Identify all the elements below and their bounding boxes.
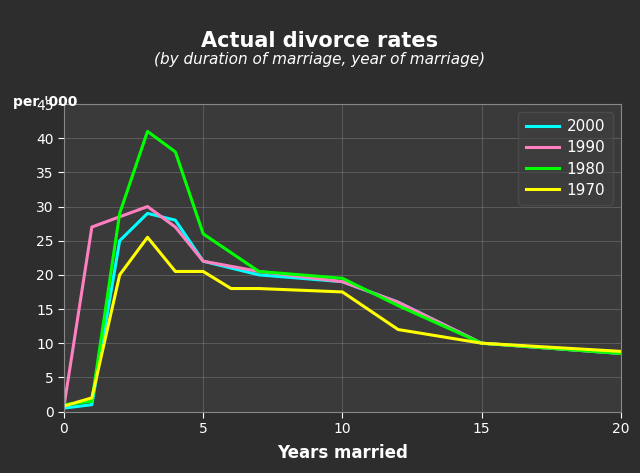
Line: 1980: 1980 [64, 131, 621, 405]
1970 [60, 403, 68, 409]
2000 [88, 402, 96, 408]
1980 [255, 269, 263, 274]
1980 [200, 231, 207, 236]
1990 [477, 341, 486, 346]
2000 [477, 341, 486, 346]
1990 [200, 258, 207, 264]
2000 [172, 218, 179, 223]
1980 [617, 350, 625, 356]
1990 [60, 403, 68, 409]
1980 [172, 149, 179, 155]
2000 [116, 238, 124, 244]
1980 [339, 275, 346, 281]
2000 [617, 350, 625, 356]
2000 [143, 210, 151, 216]
1970 [116, 272, 124, 278]
1970 [172, 269, 179, 274]
1990 [143, 204, 151, 210]
1970 [255, 286, 263, 291]
1990 [116, 214, 124, 219]
Text: (by duration of marriage, year of marriage): (by duration of marriage, year of marria… [154, 52, 486, 67]
1990 [88, 224, 96, 230]
1980 [394, 303, 402, 308]
1970 [88, 395, 96, 401]
Line: 2000: 2000 [64, 213, 621, 408]
2000 [394, 299, 402, 305]
1990 [617, 350, 625, 356]
1970 [227, 286, 235, 291]
1970 [339, 289, 346, 295]
1980 [116, 210, 124, 216]
1980 [88, 398, 96, 404]
1970 [394, 327, 402, 333]
1990 [255, 269, 263, 274]
2000 [200, 258, 207, 264]
2000 [60, 405, 68, 411]
1980 [143, 129, 151, 134]
1970 [617, 349, 625, 354]
Text: Actual divorce rates: Actual divorce rates [202, 31, 438, 51]
1980 [60, 402, 68, 408]
1980 [477, 341, 486, 346]
Text: per '000: per '000 [13, 95, 77, 109]
Legend: 2000, 1990, 1980, 1970: 2000, 1990, 1980, 1970 [518, 112, 613, 205]
2000 [339, 279, 346, 285]
1990 [339, 279, 346, 285]
Line: 1970: 1970 [64, 237, 621, 406]
X-axis label: Years married: Years married [277, 444, 408, 462]
1990 [172, 224, 179, 230]
1970 [477, 341, 486, 346]
Line: 1990: 1990 [64, 207, 621, 406]
1970 [200, 269, 207, 274]
2000 [255, 272, 263, 278]
1990 [394, 299, 402, 305]
1970 [143, 235, 151, 240]
